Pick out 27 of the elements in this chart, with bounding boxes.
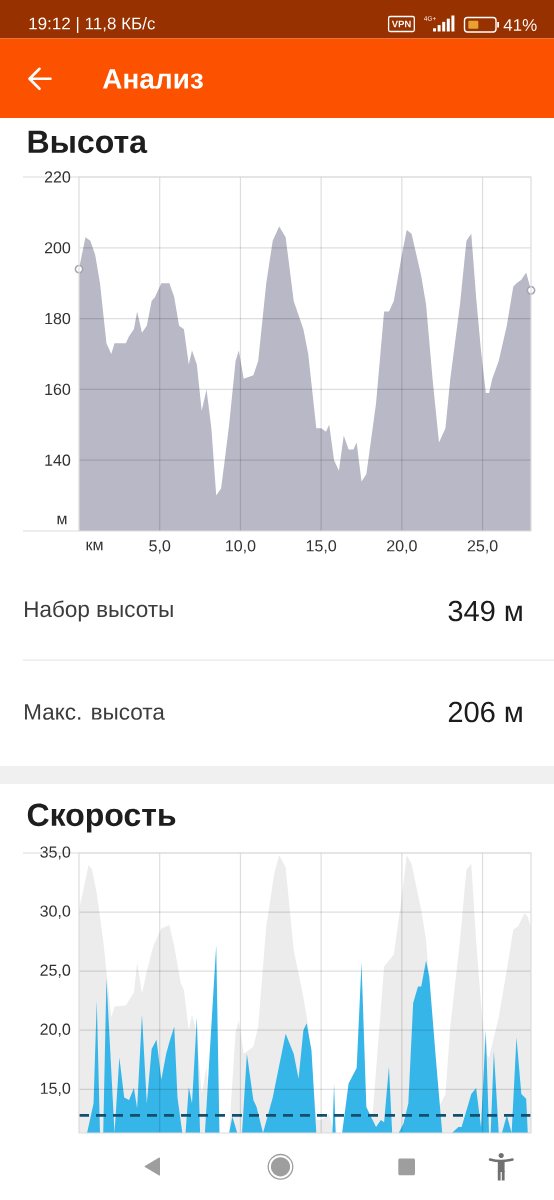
text: 349 м [448, 600, 522, 622]
x-tick-label: 20,0 [387, 540, 417, 554]
y-tick-label: 15,0 [40, 1082, 71, 1096]
text: Макс. высота [25, 704, 165, 720]
y-tick-label: 160 [45, 383, 71, 396]
y-tick-label: 30,0 [40, 905, 71, 919]
x-tick-label: 5,0 [149, 540, 171, 554]
x-tick-label: 15,0 [306, 540, 337, 554]
chart-title: Скорость [27, 803, 176, 833]
text: Анализ [102, 69, 203, 89]
text: 206 м [448, 701, 522, 723]
x-axis-title: км [86, 541, 103, 551]
y-tick-label: 20,0 [40, 1023, 71, 1037]
x-tick-label: 10,0 [226, 540, 256, 554]
y-tick-label: 140 [45, 454, 71, 466]
text: 19:12 | 11,8 КБ/с [29, 17, 155, 33]
y-tick-label: 200 [44, 242, 71, 254]
y-tick-label: 35,0 [40, 846, 71, 860]
chart-title: Высота [28, 130, 148, 154]
text: 41% [503, 19, 537, 31]
text: VPN [391, 20, 411, 28]
y-axis-title: м [57, 515, 67, 525]
x-tick-label: 25,0 [467, 540, 498, 554]
y-tick-label: 25,0 [40, 964, 71, 978]
text: Набор высоты [25, 600, 173, 622]
y-tick-label: 220 [44, 171, 71, 183]
y-tick-label: 180 [45, 312, 71, 325]
